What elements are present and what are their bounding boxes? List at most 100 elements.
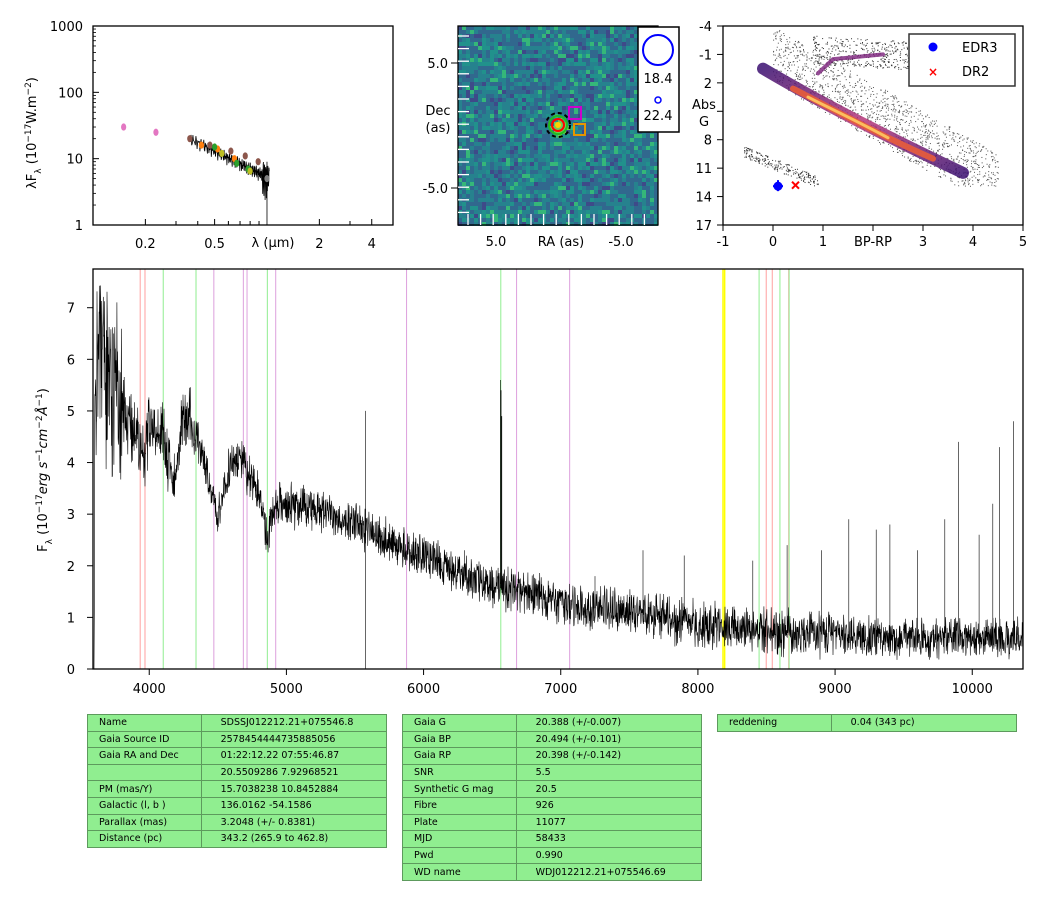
hr-legend: EDR3 × DR2 — [908, 33, 1016, 87]
sed-photometry-point — [234, 159, 240, 167]
sed-xtick-label: 2 — [315, 237, 323, 252]
legend-circle-small — [654, 96, 662, 104]
sed-photometry-point — [198, 141, 205, 149]
table-row: Gaia BP 20.494 (+/-0.101) — [402, 730, 703, 749]
spectrum-xtick-label: 4000 — [133, 682, 166, 697]
table-value-cell: 2578454444735885056 — [200, 730, 388, 749]
sed-photometry-point — [207, 141, 213, 149]
photometry-table: Gaia G 20.388 (+/-0.007) Gaia BP 20.494 (+/… — [402, 714, 703, 881]
sed-ytick-label: 1 — [75, 219, 83, 234]
sed-ytick-label: 1000 — [50, 20, 83, 35]
sed-frame — [92, 25, 394, 226]
hr-xtick-label: 1 — [819, 235, 827, 250]
spectrum-ytick-label: 2 — [67, 560, 75, 575]
table-value-cell: 0.990 — [515, 846, 703, 865]
target-circle-yellow — [555, 122, 561, 128]
legend-marker-edr3 — [928, 42, 938, 52]
astrometry-table: Name SDSSJ012212.21+075546.8 Gaia Source I… — [87, 714, 388, 848]
sed-photometry-point — [255, 158, 261, 166]
table-row: WD name WDJ012212.21+075546.69 — [402, 863, 703, 881]
table-value-cell: 20.388 (+/-0.007) — [515, 714, 703, 732]
table-row: Gaia G 20.388 (+/-0.007) — [402, 714, 703, 732]
hr-xtick-label: -1 — [717, 235, 730, 250]
table-key-cell: WD name — [402, 863, 517, 881]
target-circle-red — [551, 118, 565, 132]
sed-xtick-label: 0.2 — [135, 237, 156, 252]
hr-ytick-label: 17 — [695, 219, 712, 234]
hr-diagram-plot: -1 0 1 3 4 5 -4 -1 2 8 11 14 17 EDR3 × DR2 Abs G BP-… — [692, 20, 1027, 250]
table-key-cell: MJD — [402, 830, 517, 848]
sed-photometry-point — [228, 147, 234, 155]
legend-circle-large — [642, 34, 674, 66]
hr-ytick-label: -4 — [699, 20, 712, 35]
table-key-cell: Gaia BP — [402, 730, 517, 749]
table-key-cell: Gaia Source ID — [87, 730, 202, 749]
sed-xtick-label: 0.5 — [204, 237, 225, 252]
table-key-cell: PM (mas/Y) — [87, 780, 202, 798]
image-ytick-label: 5.0 — [427, 57, 448, 72]
spectrum-plot: 4000 5000 6000 7000 8000 9000 10000 0 1 2 3 4 5 6 7 Fλ… — [35, 268, 1024, 697]
table-key-cell: Plate — [402, 813, 517, 832]
sed-photometry-point — [264, 175, 270, 183]
table-row: 20.5509286 7.92968521 — [87, 763, 388, 782]
table-value-cell: 926 — [515, 796, 703, 815]
legend-label-edr3: EDR3 — [962, 41, 998, 56]
table-key-cell: reddening — [717, 714, 832, 732]
sed-photometry-point — [121, 123, 127, 131]
spectrum-ytick-label: 1 — [67, 611, 75, 626]
table-value-cell: 15.7038238 10.8452884 — [200, 780, 388, 798]
hr-ylabel: Abs — [692, 98, 716, 113]
hr-ytick-label: 8 — [704, 134, 712, 149]
legend-label-bright: 18.4 — [644, 72, 673, 87]
sed-photometry-point — [219, 149, 225, 158]
table-row: Pwd 0.990 — [402, 846, 703, 865]
table-row: reddening 0.04 (343 pc) — [717, 714, 1018, 732]
sed-photometry-point — [153, 128, 159, 136]
spectrum-xtick-label: 10000 — [952, 682, 993, 697]
table-row: Gaia Source ID 2578454444735885056 — [87, 730, 388, 749]
table-value-cell: 11077 — [515, 813, 703, 832]
spectrum-ytick-label: 3 — [67, 508, 75, 523]
sed-photometry-point — [187, 135, 193, 143]
hr-ylabel-unit: G — [699, 115, 709, 130]
table-value-cell: 3.2048 (+/- 0.8381) — [200, 813, 388, 832]
table-value-cell: 136.0162 -54.1586 — [200, 796, 388, 815]
hr-ytick-label: 2 — [704, 77, 712, 92]
table-row: Fibre 926 — [402, 796, 703, 815]
target-circle-black-dashed — [545, 112, 571, 138]
image-ytick-label: -5.0 — [423, 182, 448, 197]
extinction-table: reddening 0.04 (343 pc) — [717, 714, 1018, 732]
spectrum-xtick-label: 8000 — [681, 682, 714, 697]
image-size-legend: 18.4 22.4 — [637, 26, 680, 133]
spectrum-xtick-label: 9000 — [819, 682, 852, 697]
image-xtick-label: -5.0 — [608, 235, 633, 250]
hr-ytick-label: 14 — [695, 191, 712, 206]
spectrum-ylabel: Fλ (10−17erg s−1cm−2Å−1) — [35, 388, 55, 552]
sed-photometry-point — [247, 167, 253, 175]
sed-xlabel: λ (μm) — [252, 236, 295, 251]
table-row: Name SDSSJ012212.21+075546.8 — [87, 714, 388, 732]
image-ylabel: Dec — [425, 104, 450, 119]
legend-label-faint: 22.4 — [644, 109, 673, 124]
table-value-cell: 5.5 — [515, 763, 703, 782]
table-value-cell: 20.398 (+/-0.142) — [515, 747, 703, 765]
magenta-square-marker — [568, 106, 582, 120]
image-ylabel-unit: (as) — [426, 121, 451, 136]
table-value-cell: 20.494 (+/-0.101) — [515, 730, 703, 749]
table-key-cell: Pwd — [402, 846, 517, 865]
spectrum-xtick-label: 6000 — [407, 682, 440, 697]
table-key-cell: Parallax (mas) — [87, 813, 202, 832]
table-value-cell: 343.2 (265.9 to 462.8) — [200, 830, 388, 848]
table-row: Distance (pc) 343.2 (265.9 to 462.8) — [87, 830, 388, 848]
table-key-cell — [87, 763, 202, 782]
table-key-cell: Gaia RP — [402, 747, 517, 765]
table-key-cell: SNR — [402, 763, 517, 782]
target-circle-green — [548, 115, 568, 135]
sed-xtick-label: 4 — [368, 237, 376, 252]
legend-marker-dr2: × — [928, 65, 938, 79]
image-cutout-plot: 5.0 -5.0 5.0 -5.0 18.4 22.4 Dec (as) RA (as… — [423, 25, 680, 250]
sed-plot: 0.2 0.5 2 4 1 10 100 1000 λFλ (10−17W.m−2) λ (μ… — [24, 20, 394, 252]
table-row: Gaia RP 20.398 (+/-0.142) — [402, 747, 703, 765]
table-key-cell: Fibre — [402, 796, 517, 815]
sed-photometry-point — [212, 143, 218, 151]
